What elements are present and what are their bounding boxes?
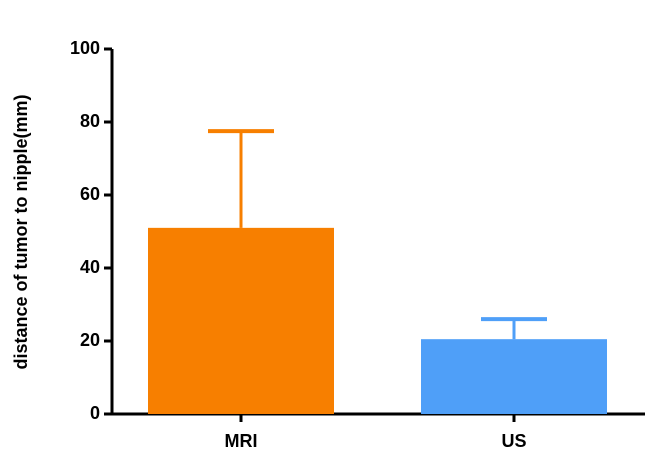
y-tick-label: 40 (80, 257, 100, 277)
bar (421, 339, 607, 414)
y-tick-label: 60 (80, 184, 100, 204)
y-tick-label: 0 (90, 403, 100, 423)
y-tick-label: 100 (70, 38, 100, 58)
y-tick-label: 80 (80, 111, 100, 131)
bar (148, 227, 334, 414)
y-axis-label: distance of tumor to nipple(mm) (11, 94, 31, 369)
x-tick-label: US (501, 431, 526, 451)
y-tick-label: 20 (80, 330, 100, 350)
x-tick-label: MRI (225, 431, 258, 451)
